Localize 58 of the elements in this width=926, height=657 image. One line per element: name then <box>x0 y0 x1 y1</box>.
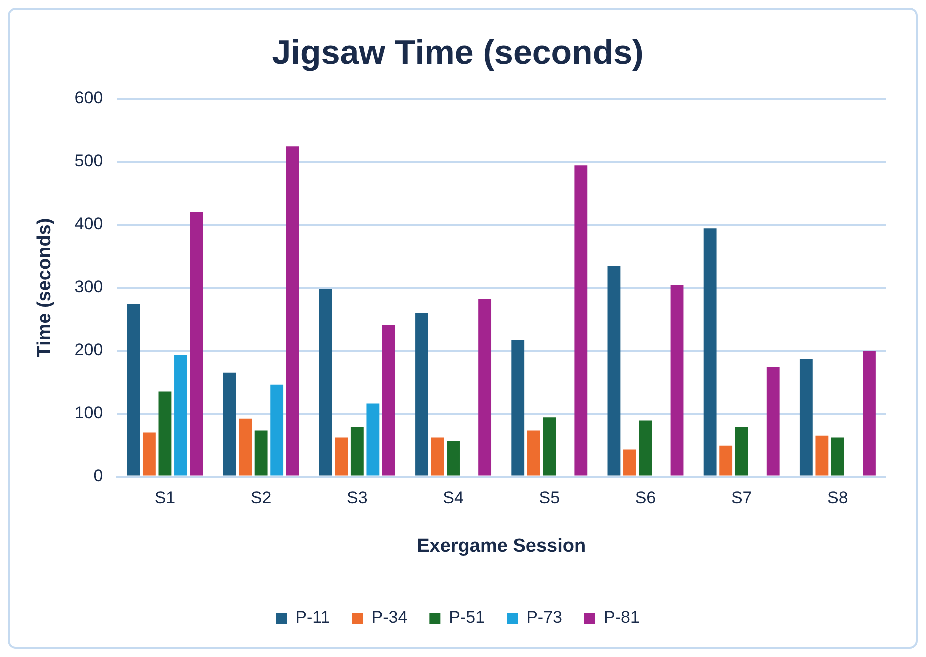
bar <box>223 372 236 476</box>
bar <box>335 438 348 476</box>
bar <box>431 438 444 476</box>
legend-label: P-81 <box>604 608 640 628</box>
bar <box>142 432 156 476</box>
bar <box>127 304 140 476</box>
x-tick-label: S5 <box>539 488 560 508</box>
bar <box>863 351 876 476</box>
y-tick-label: 500 <box>74 151 104 170</box>
x-axis-title: Exergame Session <box>417 536 586 557</box>
legend-label: P-11 <box>296 608 330 628</box>
bar <box>574 166 588 476</box>
chart-title: Jigsaw Time (seconds) <box>272 34 644 72</box>
x-tick-label: S8 <box>828 488 848 508</box>
y-tick-label: 200 <box>74 340 104 360</box>
bar <box>704 228 717 476</box>
legend-label: P-73 <box>526 608 562 628</box>
bar <box>543 418 556 476</box>
bar <box>478 299 492 476</box>
y-tick-label: 100 <box>74 403 104 422</box>
bar <box>816 436 829 476</box>
bar <box>608 266 621 476</box>
x-tick-label: S3 <box>347 488 368 508</box>
x-tick-label: S1 <box>154 488 176 508</box>
y-tick-label: 0 <box>94 466 104 486</box>
bar <box>270 384 284 476</box>
legend-label: P-34 <box>372 608 408 628</box>
bar <box>286 146 300 476</box>
bar <box>720 446 733 476</box>
y-tick-label: 600 <box>74 88 104 108</box>
bar <box>190 212 204 476</box>
x-tick-label: S4 <box>443 488 464 508</box>
bar <box>382 324 396 476</box>
x-tick-label: S6 <box>635 488 656 508</box>
x-tick-label: S7 <box>731 488 752 508</box>
y-axis-title: Time (seconds) <box>34 218 56 358</box>
bar <box>624 450 636 476</box>
bar <box>254 430 268 476</box>
bar <box>527 430 540 476</box>
bar <box>447 442 460 476</box>
y-tick-label: 300 <box>74 277 104 296</box>
bar <box>319 289 332 476</box>
bar <box>831 438 844 476</box>
y-tick-label: 400 <box>74 214 104 234</box>
bar <box>639 420 652 476</box>
bar <box>239 418 252 476</box>
legend-label: P-51 <box>449 608 486 628</box>
bar <box>158 392 172 476</box>
bar <box>735 427 748 476</box>
bar <box>670 285 684 476</box>
bar <box>512 340 525 476</box>
bar <box>766 367 780 476</box>
bar <box>350 427 364 476</box>
bar <box>366 404 380 476</box>
bar <box>174 355 188 476</box>
bar <box>800 358 813 476</box>
x-tick-label: S2 <box>250 488 272 508</box>
bar <box>416 313 428 476</box>
